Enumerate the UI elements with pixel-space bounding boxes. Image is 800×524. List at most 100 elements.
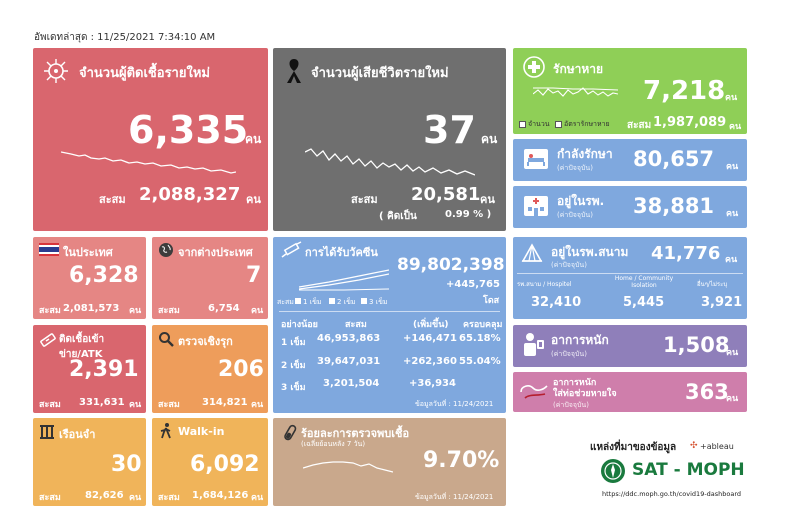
recovered-unit: คน xyxy=(725,93,738,103)
new-deaths-card[interactable]: จำนวนผู้เสียชีวิตรายใหม่ 37 คน สะสม 20,5… xyxy=(273,48,506,231)
ventilator-title: อาการหนัก xyxy=(553,378,597,388)
severe-card[interactable]: อาการหนัก (ค่าปัจจุบัน) 1,508 คน xyxy=(513,325,747,367)
field-hospital-unit: คน xyxy=(725,255,738,265)
new-deaths-value: 37 xyxy=(423,108,476,152)
walkin-card[interactable]: Walk-in 6,092 สะสม 1,684,126 คน xyxy=(152,418,268,506)
ventilator-title2: ใส่ท่อช่วยหายใจ xyxy=(553,389,617,399)
atk-acc-label: สะสม xyxy=(39,400,61,410)
domestic-acc-unit: คน xyxy=(129,306,142,316)
prison-title: เรือนจำ xyxy=(59,428,96,441)
vaccine-row3-acc: 3,201,504 xyxy=(323,378,380,389)
tableau-logo: +ableau xyxy=(700,442,734,451)
field-hospital-card[interactable]: อยู่ในรพ.สนาม (ค่าปัจจุบัน) 41,776 คน รพ… xyxy=(513,237,747,319)
atk-acc-unit: คน xyxy=(129,400,142,410)
test-kit-icon xyxy=(39,331,57,349)
positivity-trend xyxy=(303,461,393,473)
in-hospital-title: อยู่ในรพ. xyxy=(557,194,605,208)
ventilator-card[interactable]: อาการหนัก ใส่ท่อช่วยหายใจ (ค่าปัจจุบัน) … xyxy=(513,372,747,412)
vaccine-row1-acc: 46,953,863 xyxy=(317,333,381,344)
severe-subtitle: (ค่าปัจจุบัน) xyxy=(551,350,587,358)
field-hospital-col1-label: รพ.สนาม / Hospitel xyxy=(517,281,572,288)
field-hospital-col3-value: 3,921 xyxy=(701,295,743,310)
active-search-value: 206 xyxy=(218,357,264,382)
new-cases-trend xyxy=(61,151,236,174)
atk-card[interactable]: ติดเชื้อเข้าข่าย/ATK 2,391 สะสม 331,631 … xyxy=(33,325,146,413)
plus-circle-icon xyxy=(523,56,545,78)
active-search-title: ตรวจเชิงรุก xyxy=(178,335,233,348)
abroad-acc-value: 6,754 xyxy=(208,303,240,314)
active-search-card[interactable]: ตรวจเชิงรุก 206 สะสม 314,821 คน xyxy=(152,325,268,413)
prison-value: 30 xyxy=(111,452,142,477)
recovered-card[interactable]: รักษาหาย 7,218 คน จำนวน อัตรารักษาหาย สะ… xyxy=(513,48,747,134)
field-hospital-value: 41,776 xyxy=(651,243,721,264)
vaccine-legend-1: 1 เข็ม xyxy=(303,298,322,306)
moph-seal-icon xyxy=(600,458,626,484)
source-label: แหล่งที่มาของข้อมูล xyxy=(590,442,677,453)
vaccine-row2-cov: 55.04% xyxy=(459,356,501,367)
vaccine-dose-unit: โดส xyxy=(483,296,500,306)
field-hospital-divider xyxy=(517,273,743,274)
prison-acc-unit: คน xyxy=(129,493,142,503)
new-deaths-acc-label: สะสม xyxy=(351,193,378,206)
source-url[interactable]: https://ddc.moph.go.th/covid19-dashboard xyxy=(602,490,742,498)
recovered-acc-unit: คน xyxy=(729,122,742,132)
atk-acc-value: 331,631 xyxy=(79,397,125,408)
patient-icon xyxy=(521,332,545,358)
legend-swatch-1 xyxy=(295,298,301,304)
hospitalized-value: 80,657 xyxy=(633,147,715,171)
walkin-value: 6,092 xyxy=(190,452,260,477)
domestic-card[interactable]: ในประเทศ 6,328 สะสม 2,081,573 คน xyxy=(33,237,146,319)
new-cases-acc-value: 2,088,327 xyxy=(139,184,241,205)
recovered-legend-daily: จำนวน xyxy=(528,120,550,128)
vaccine-row2-acc: 39,647,031 xyxy=(317,356,381,367)
vaccine-header-min: อย่างน้อย xyxy=(281,320,318,330)
in-hospital-card[interactable]: อยู่ในรพ. (ค่าปัจจุบัน) 38,881 คน xyxy=(513,186,747,228)
hospitalized-card[interactable]: กำลังรักษา (ค่าปัจจุบัน) 80,657 คน xyxy=(513,139,747,181)
severe-title: อาการหนัก xyxy=(551,333,609,347)
vaccine-trend xyxy=(299,269,389,291)
vaccine-card[interactable]: การได้รับวัคซีน 89,802,398 +445,765 โดส … xyxy=(273,237,506,413)
prison-card[interactable]: เรือนจำ 30 สะสม 82,626 คน xyxy=(33,418,146,506)
new-cases-value: 6,335 xyxy=(128,108,249,152)
vaccine-data-date: ข้อมูลวันที่ : 11/24/2021 xyxy=(415,400,494,408)
vaccine-row3-inc: +36,934 xyxy=(409,378,456,389)
positivity-subtitle: (เฉลี่ยย้อนหลัง 7 วัน) xyxy=(301,440,366,448)
domestic-title: ในประเทศ xyxy=(63,246,113,259)
walkin-acc-label: สะสม xyxy=(158,493,180,503)
vaccine-legend-2: 2 เข็ม xyxy=(337,298,356,306)
prison-acc-value: 82,626 xyxy=(85,490,124,501)
vaccine-title: การได้รับวัคซีน xyxy=(305,246,378,259)
atk-value: 2,391 xyxy=(69,357,139,382)
field-hospital-col2-label: Home / Community Isolation xyxy=(614,275,674,289)
prison-acc-label: สะสม xyxy=(39,493,61,503)
new-cases-card[interactable]: จำนวนผู้ติดเชื้อรายใหม่ 6,335 คน สะสม 2,… xyxy=(33,48,268,231)
severe-unit: คน xyxy=(726,348,739,358)
positivity-value: 9.70% xyxy=(423,448,500,473)
new-cases-acc-label: สะสม xyxy=(99,193,126,206)
new-cases-title: จำนวนผู้ติดเชื้อรายใหม่ xyxy=(79,66,210,81)
thai-flag-icon xyxy=(39,243,59,256)
vaccine-legend-3: 3 เข็ม xyxy=(369,298,388,306)
field-hospital-col2-value: 5,445 xyxy=(623,295,665,310)
tent-icon xyxy=(521,243,543,263)
ventilator-unit: คน xyxy=(726,394,739,404)
recovered-legend-acc: อัตรารักษาหาย xyxy=(564,120,610,128)
positivity-card[interactable]: ร้อยละการตรวจพบเชื้อ (เฉลี่ยย้อนหลัง 7 ว… xyxy=(273,418,506,506)
recovered-value: 7,218 xyxy=(643,76,726,106)
legend-swatch-3 xyxy=(361,298,367,304)
legend-swatch-2 xyxy=(329,298,335,304)
vaccine-row1-dose: 1 เข็ม xyxy=(281,338,306,348)
recovered-acc-value: 1,987,089 xyxy=(653,115,727,130)
abroad-card[interactable]: จากต่างประเทศ 7 สะสม 6,754 คน xyxy=(152,237,268,319)
domestic-acc-value: 2,081,573 xyxy=(63,303,120,314)
in-hospital-unit: คน xyxy=(726,209,739,219)
abroad-acc-label: สะสม xyxy=(158,306,180,316)
active-search-acc-unit: คน xyxy=(251,400,264,410)
domestic-acc-label: สะสม xyxy=(39,306,61,316)
positivity-data-date: ข้อมูลวันที่ : 11/24/2021 xyxy=(415,493,494,501)
in-hospital-value: 38,881 xyxy=(633,194,715,218)
active-search-acc-value: 314,821 xyxy=(202,397,248,408)
legend-acc-swatch xyxy=(555,121,562,128)
brand-name: SAT - MOPH xyxy=(632,460,745,480)
syringe-icon xyxy=(281,241,303,259)
